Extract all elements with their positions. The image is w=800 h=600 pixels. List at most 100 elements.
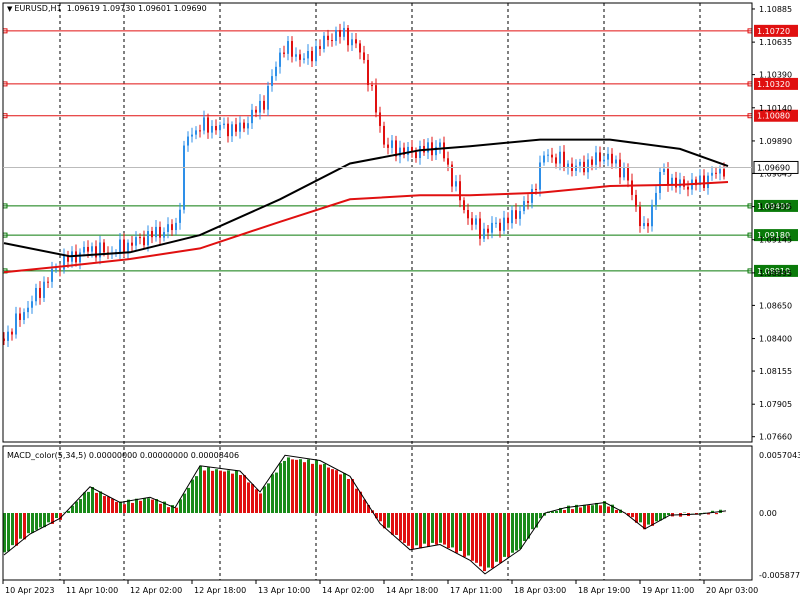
price-tick-label: 1.08650 bbox=[759, 301, 792, 310]
macd-bar bbox=[99, 491, 102, 513]
candle-body bbox=[407, 146, 409, 155]
price-tick-label: 1.09395 bbox=[759, 203, 792, 212]
candle-body bbox=[343, 27, 345, 37]
price-tick-label: 1.08400 bbox=[759, 335, 792, 344]
macd-bar bbox=[615, 509, 618, 513]
level-price-box bbox=[754, 109, 798, 122]
macd-bar bbox=[67, 510, 70, 513]
moving-averages bbox=[3, 138, 729, 274]
candle-body bbox=[627, 167, 629, 181]
macd-bar bbox=[531, 513, 534, 530]
macd-bar bbox=[579, 507, 582, 513]
macd-bar bbox=[407, 513, 410, 546]
macd-bar bbox=[327, 467, 330, 513]
macd-bar bbox=[47, 513, 50, 523]
candle-body bbox=[155, 226, 157, 238]
candle-body bbox=[387, 144, 389, 148]
candle-body bbox=[27, 307, 29, 313]
macd-bar bbox=[91, 487, 94, 513]
candle-body bbox=[675, 177, 677, 188]
level-price-box bbox=[754, 77, 798, 90]
ma-red-line bbox=[3, 181, 729, 274]
candle-body bbox=[499, 222, 501, 231]
candle-body bbox=[439, 142, 441, 147]
macd-bar bbox=[551, 511, 554, 513]
candle-body bbox=[643, 223, 645, 227]
candle-body bbox=[327, 35, 329, 41]
candle-body bbox=[547, 154, 549, 156]
price-tick-label: 1.10140 bbox=[759, 104, 792, 113]
candle-body bbox=[527, 201, 529, 203]
candle-body bbox=[395, 140, 397, 157]
candle-body bbox=[59, 268, 61, 270]
macd-bar bbox=[3, 513, 6, 553]
price-tick-label: 1.08155 bbox=[759, 367, 792, 376]
macd-bar bbox=[375, 513, 378, 519]
candle-body bbox=[495, 222, 497, 224]
macd-bar bbox=[391, 513, 394, 535]
candle-body bbox=[459, 181, 461, 201]
macd-bar bbox=[299, 459, 302, 513]
macd-bar bbox=[255, 489, 258, 513]
candle-body bbox=[247, 123, 249, 129]
chart-header: ▼ EURUSD,H1 1.09619 1.09730 1.09601 1.096… bbox=[7, 4, 207, 13]
candle-body bbox=[319, 46, 321, 49]
macd-bar bbox=[527, 513, 530, 539]
candle-body bbox=[303, 58, 305, 60]
candle-body bbox=[159, 226, 161, 238]
candle-body bbox=[703, 175, 705, 189]
candle-body bbox=[611, 153, 613, 164]
candle-body bbox=[491, 222, 493, 233]
candle-body bbox=[35, 287, 37, 302]
indicator-header: MACD_color(5,34,5) 0.00000000 0.00000000… bbox=[7, 451, 239, 460]
price-tick-label: 1.10635 bbox=[759, 38, 792, 47]
level-price-label: 1.10720 bbox=[757, 27, 790, 36]
candle-body bbox=[227, 123, 229, 137]
triangle-down-icon[interactable]: ▼ bbox=[7, 5, 13, 13]
macd-bar bbox=[115, 501, 118, 513]
candle-body bbox=[315, 46, 317, 62]
level-price-label: 1.08910 bbox=[757, 267, 790, 276]
candle-body bbox=[195, 130, 197, 135]
candle-body bbox=[587, 159, 589, 173]
candle-body bbox=[39, 287, 41, 298]
candle-body bbox=[399, 147, 401, 157]
macd-bar bbox=[331, 469, 334, 513]
macd-bar bbox=[51, 513, 54, 524]
candle-body bbox=[191, 134, 193, 137]
macd-bar bbox=[487, 513, 490, 568]
price-tick-label: 1.08895 bbox=[759, 269, 792, 278]
candle-body bbox=[339, 30, 341, 37]
macd-bar bbox=[95, 492, 98, 513]
macd-bar bbox=[631, 513, 634, 518]
macd-bar bbox=[231, 473, 234, 513]
candle-body bbox=[275, 66, 277, 77]
candle-body bbox=[483, 228, 485, 239]
macd-bar bbox=[195, 476, 198, 513]
candle-body bbox=[31, 301, 33, 308]
macd-bar bbox=[535, 513, 538, 528]
candle-body bbox=[139, 237, 141, 239]
macd-bar bbox=[519, 513, 522, 549]
macd-bar bbox=[591, 505, 594, 513]
open-value: 1.09619 bbox=[66, 4, 100, 13]
candle-body bbox=[171, 224, 173, 231]
price-tick-label: 1.07905 bbox=[759, 400, 792, 409]
level-price-box bbox=[754, 199, 798, 212]
candle-body bbox=[427, 142, 429, 153]
macd-bar bbox=[667, 513, 670, 516]
macd-bar bbox=[315, 460, 318, 513]
candle-body bbox=[679, 179, 681, 188]
candle-body bbox=[147, 231, 149, 246]
candle-body bbox=[55, 268, 57, 270]
macd-bar bbox=[387, 513, 390, 528]
level-price-box bbox=[754, 24, 798, 37]
candle-body bbox=[435, 146, 437, 156]
macd-bar bbox=[447, 513, 450, 549]
candle-body bbox=[403, 147, 405, 155]
candle-body bbox=[443, 142, 445, 159]
macd-bar bbox=[203, 470, 206, 513]
macd-bar bbox=[187, 487, 190, 513]
macd-bar bbox=[427, 513, 430, 547]
